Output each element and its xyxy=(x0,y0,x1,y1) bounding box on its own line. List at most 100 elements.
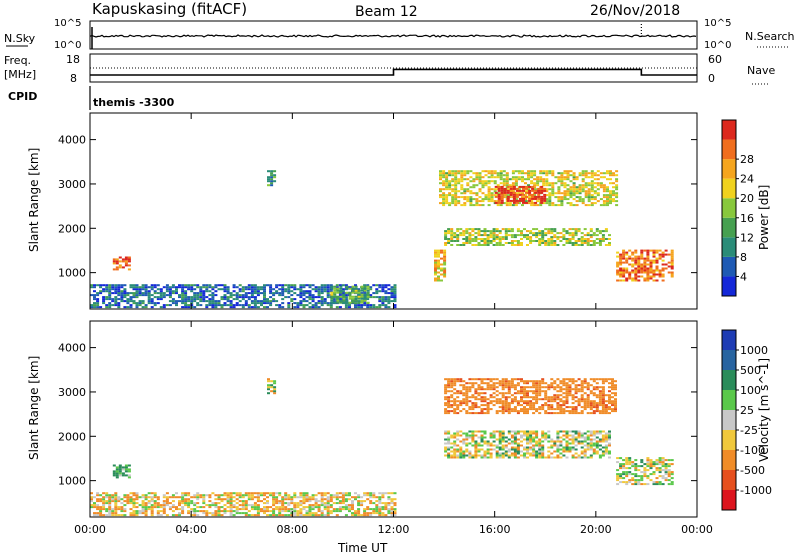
power-cell xyxy=(524,190,527,193)
power-cell xyxy=(553,236,557,239)
power-cell xyxy=(387,296,391,299)
velocity-cell xyxy=(278,494,282,497)
velocity-cell xyxy=(529,436,533,439)
power-cell xyxy=(511,170,515,173)
velocity-cell xyxy=(532,450,536,453)
velocity-cell xyxy=(538,408,542,411)
velocity-cell xyxy=(580,388,584,391)
power-cell xyxy=(393,306,397,309)
power-cell xyxy=(509,189,513,192)
power-cell xyxy=(540,187,544,190)
power-cell xyxy=(550,238,554,240)
power-cell xyxy=(439,172,442,175)
velocity-cell xyxy=(244,512,248,515)
velocity-cell xyxy=(483,440,487,443)
power-cell xyxy=(569,174,573,177)
power-cell xyxy=(498,232,502,235)
velocity-cell xyxy=(317,510,321,513)
power-cell xyxy=(284,284,288,287)
power-cell xyxy=(609,200,612,203)
power-cell xyxy=(500,193,504,196)
power-cell xyxy=(498,240,502,242)
power-cell xyxy=(445,184,449,187)
velocity-cell xyxy=(608,382,611,385)
power-cell xyxy=(496,204,500,207)
power-cell xyxy=(326,288,330,291)
power-cell xyxy=(442,188,446,191)
velocity-cell xyxy=(523,392,526,395)
power-cell xyxy=(132,302,136,305)
velocity-cell xyxy=(513,384,517,387)
power-cell xyxy=(469,170,473,173)
velocity-cell xyxy=(135,506,139,509)
power-cell xyxy=(226,300,230,303)
power-cell xyxy=(612,200,615,203)
velocity-cell xyxy=(574,406,578,409)
power-cell xyxy=(587,184,591,187)
power-cell xyxy=(500,191,504,194)
power-cell xyxy=(544,242,548,244)
velocity-cell xyxy=(341,506,345,509)
velocity-cell xyxy=(544,398,548,401)
power-cell xyxy=(187,288,191,291)
power-cell xyxy=(335,286,339,289)
power-cell xyxy=(339,299,343,302)
power-cell xyxy=(287,304,291,307)
power-cell xyxy=(590,172,594,175)
power-cell xyxy=(622,273,626,276)
velocity-cell xyxy=(565,446,569,449)
velocity-cell xyxy=(147,502,151,505)
power-cell xyxy=(492,232,496,235)
power-cell xyxy=(548,184,552,187)
velocity-cell xyxy=(272,492,276,495)
power-cell xyxy=(123,294,127,297)
velocity-cell xyxy=(532,408,536,411)
velocity-cell xyxy=(450,396,454,399)
power-cell xyxy=(487,188,491,191)
velocity-cell xyxy=(535,440,539,443)
velocity-cell xyxy=(320,504,324,507)
freq-unit-label: [MHz] xyxy=(4,68,36,81)
power-cell xyxy=(609,198,612,201)
velocity-cell xyxy=(565,390,569,393)
power-cell xyxy=(260,286,263,289)
power-cell xyxy=(590,188,594,191)
velocity-cell xyxy=(541,452,545,455)
power-cell xyxy=(208,304,212,307)
velocity-cell xyxy=(670,483,674,486)
power-cell xyxy=(465,230,469,233)
power-cell xyxy=(502,170,506,173)
power-cell xyxy=(478,172,482,175)
power-cell xyxy=(489,240,493,242)
velocity-cell xyxy=(495,386,499,389)
power-cell xyxy=(354,284,357,287)
velocity-cell xyxy=(165,498,169,501)
power-cell xyxy=(156,288,160,291)
power-cell xyxy=(378,290,382,293)
power-cell xyxy=(566,194,570,197)
power-cell xyxy=(495,230,499,233)
velocity-cell xyxy=(529,440,533,443)
velocity-cell xyxy=(595,408,599,411)
power-cell xyxy=(609,182,612,185)
velocity-cell xyxy=(595,450,599,453)
power-cell xyxy=(615,192,619,195)
power-cell xyxy=(440,269,443,272)
velocity-cell xyxy=(538,452,542,455)
velocity-cell xyxy=(229,500,233,503)
power-cell xyxy=(459,228,463,231)
power-cell xyxy=(471,240,475,242)
velocity-cell xyxy=(571,398,575,401)
power-cell xyxy=(583,228,587,231)
velocity-cell xyxy=(444,448,448,451)
power-cell xyxy=(528,189,532,192)
velocity-cell xyxy=(141,502,145,505)
velocity-cell xyxy=(614,404,617,407)
velocity-cell xyxy=(486,442,490,445)
velocity-cell xyxy=(127,474,131,477)
colorbar-swatch xyxy=(722,159,736,179)
power-cell xyxy=(490,198,494,201)
power-cell xyxy=(184,294,188,297)
power-cell xyxy=(483,230,487,233)
power-cell xyxy=(497,187,501,190)
